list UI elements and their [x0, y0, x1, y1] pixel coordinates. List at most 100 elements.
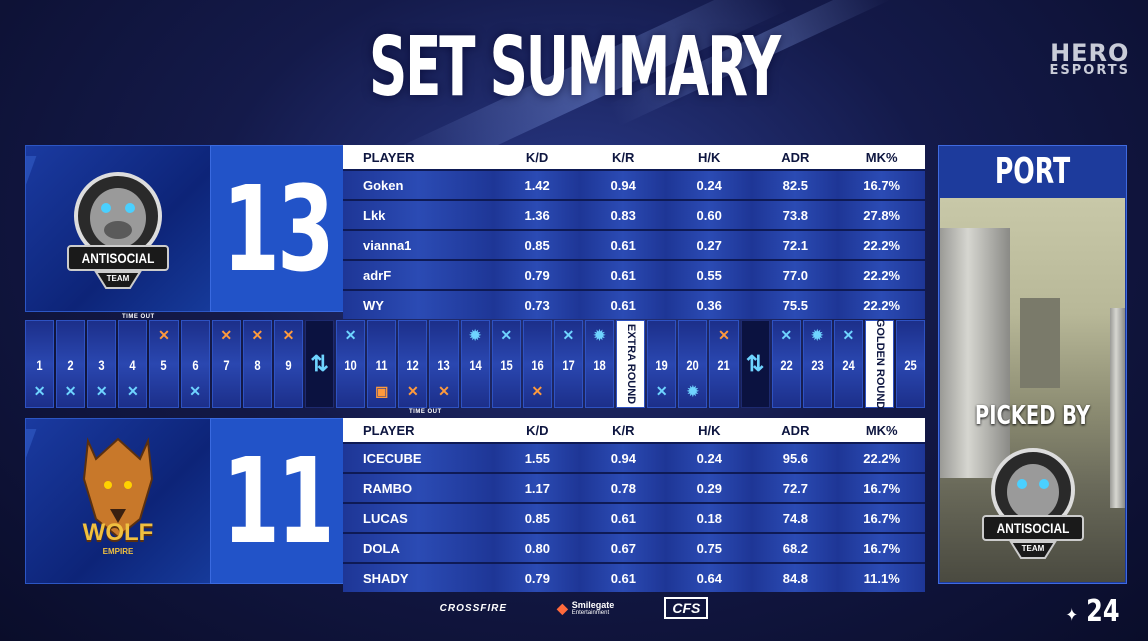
- round-cell: 12 ✕: [398, 320, 428, 408]
- round-cell: 23 ✹: [802, 320, 832, 408]
- round-cell: 16 ✕: [522, 320, 552, 408]
- side-switch: ⇅: [304, 320, 335, 408]
- team2-score-value: 11: [222, 432, 335, 570]
- round-cell: 19 ✕: [647, 320, 677, 408]
- kr-value: 0.61: [580, 229, 667, 260]
- kr-value: 0.61: [580, 502, 667, 533]
- cross-kill-icon: ✕: [95, 383, 108, 399]
- col-mk: MK%: [838, 418, 925, 443]
- table-row: DOLA 0.80 0.67 0.75 68.2 16.7%: [343, 532, 925, 563]
- brand-line1: HERO: [1050, 39, 1130, 67]
- map-panel: PORT PICKED BY ANTISOCIAL TEAM: [938, 145, 1127, 584]
- smilegate-icon: ◆: [557, 599, 568, 616]
- round-number: 8: [254, 357, 261, 373]
- team2-logo-subtext: EMPIRE: [102, 547, 134, 556]
- round-cell: 17 ✕: [553, 320, 583, 408]
- cfs-logo: CFS: [664, 597, 709, 619]
- player-name: SHADY: [343, 562, 495, 592]
- mk-value: 16.7%: [838, 169, 925, 200]
- mk-value: 16.7%: [838, 472, 925, 503]
- smilegate-logo: ◆ Smilegate Entertainment: [557, 600, 614, 617]
- round-cell: 2 ✕: [56, 320, 86, 408]
- hk-value: 0.55: [666, 259, 753, 290]
- team2-stats-table: PLAYER K/D K/R H/K ADR MK% ICECUBE 1.55 0.…: [343, 418, 925, 592]
- kr-value: 0.61: [580, 289, 667, 319]
- table-row: vianna1 0.85 0.61 0.27 72.1 22.2%: [343, 229, 925, 260]
- kd-value: 0.85: [494, 502, 581, 533]
- page-title: SET SUMMARY: [369, 20, 781, 115]
- kr-value: 0.67: [580, 532, 667, 563]
- bomb-defuse-icon: ✹: [811, 327, 824, 343]
- round-number: 15: [499, 357, 513, 373]
- round-number: 25: [904, 357, 917, 373]
- player-name: RAMBO: [343, 472, 495, 503]
- hk-value: 0.18: [666, 502, 753, 533]
- player-name: WY: [343, 289, 495, 319]
- cross-kill-icon: ✕: [189, 383, 201, 399]
- table-row: ICECUBE 1.55 0.94 0.24 95.6 22.2%: [343, 442, 925, 473]
- hk-value: 0.24: [666, 442, 753, 473]
- star-icon: ✦: [1065, 605, 1078, 626]
- round-number: 17: [562, 357, 575, 373]
- col-player: PLAYER: [343, 418, 495, 443]
- team1-logo-subtext: TEAM: [106, 274, 130, 283]
- table-header-row: PLAYER K/D K/R H/K ADR MK%: [343, 418, 925, 443]
- picker-logo-text: ANTISOCIAL: [996, 520, 1070, 536]
- round-cell: 9 ✕: [273, 320, 303, 408]
- cross-kill-icon: ✕: [562, 327, 575, 343]
- tank-shape: [940, 228, 1010, 478]
- hk-value: 0.24: [666, 169, 753, 200]
- smilegate-text-group: Smilegate Entertainment: [572, 600, 615, 616]
- hk-value: 0.64: [666, 562, 753, 592]
- timeout-label-top: TIME OUT: [122, 314, 155, 320]
- round-number: 18: [593, 357, 606, 373]
- round-number: 12: [406, 357, 420, 373]
- hk-value: 0.36: [666, 289, 753, 319]
- player-name: Lkk: [343, 199, 495, 230]
- timeout-label-bottom: TIME OUT: [409, 409, 442, 415]
- side-switch: ⇅: [740, 320, 770, 408]
- team1-logo-text: ANTISOCIAL: [81, 250, 155, 266]
- col-player: PLAYER: [343, 145, 495, 170]
- round-number: 4: [129, 357, 137, 373]
- cross-kill-icon: ✕: [500, 327, 513, 343]
- table-row: Goken 1.42 0.94 0.24 82.5 16.7%: [343, 169, 925, 200]
- cross-kill-icon: ✕: [655, 383, 668, 399]
- team1-score-value: 13: [222, 159, 335, 298]
- round-number: 20: [686, 357, 700, 373]
- round-number: 6: [191, 357, 199, 373]
- round-cell: 20 ✹: [678, 320, 708, 408]
- player-name: ICECUBE: [343, 442, 495, 473]
- round-cell: 22 ✕: [771, 320, 801, 408]
- tank-shape: [1110, 308, 1125, 508]
- round-number: 1: [36, 357, 43, 373]
- kd-value: 1.55: [494, 442, 581, 473]
- col-kr: K/R: [580, 418, 667, 443]
- tower-shape: [1020, 298, 1060, 388]
- player-name: vianna1: [343, 229, 495, 260]
- orange-kill-icon: ✕: [718, 327, 730, 343]
- table-header-row: PLAYER K/D K/R H/K ADR MK%: [343, 145, 925, 170]
- round-number: 9: [285, 357, 292, 373]
- round-number: 24: [842, 357, 855, 373]
- crossfire-logo: CROSSFIRE: [439, 602, 508, 614]
- kr-value: 0.94: [580, 169, 667, 200]
- mk-value: 11.1%: [838, 562, 925, 592]
- mk-value: 22.2%: [838, 442, 925, 473]
- hero-esports-logo: HERO ESPORTS: [1050, 39, 1130, 80]
- round-cell: 13 ✕: [429, 320, 459, 408]
- adr-value: 77.0: [752, 259, 839, 290]
- player-name: LUCAS: [343, 502, 495, 533]
- table-row: SHADY 0.79 0.61 0.64 84.8 11.1%: [343, 562, 925, 592]
- orange-kill-icon: ✕: [251, 327, 264, 343]
- orange-kill-icon: ✕: [407, 383, 419, 399]
- round-number: 10: [344, 357, 357, 373]
- orange-kill-icon: ✕: [158, 327, 170, 343]
- round-cell: 3 ✕: [87, 320, 117, 408]
- side-switch-icon: ⇅: [310, 351, 329, 376]
- round-cell: 8 ✕: [242, 320, 272, 408]
- cross-kill-icon: ✕: [842, 327, 855, 343]
- adr-value: 68.2: [752, 532, 839, 563]
- round-number: 22: [779, 357, 793, 373]
- round-cell: 11 ▣: [367, 320, 397, 408]
